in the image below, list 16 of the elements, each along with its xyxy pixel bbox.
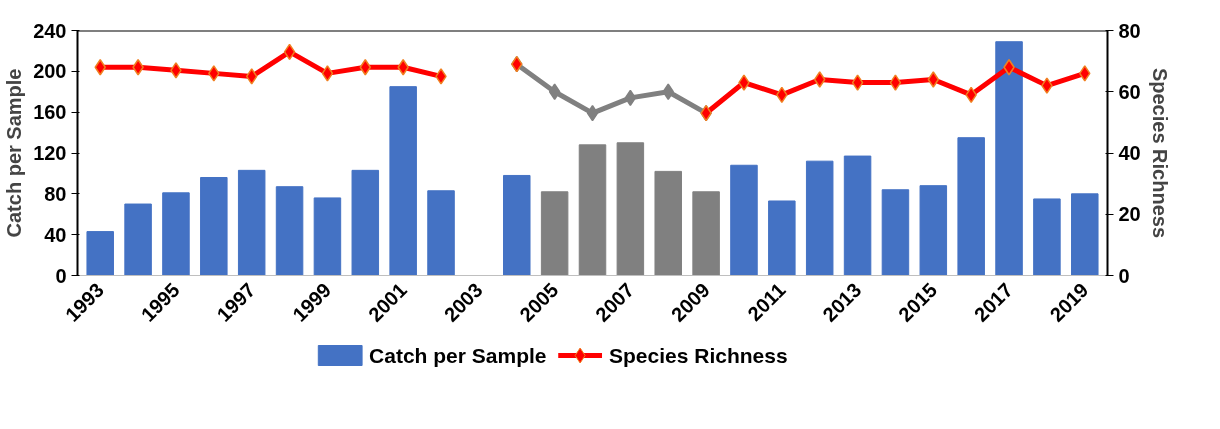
y-tick-label: 120 [33, 142, 67, 164]
y-tick-label: 40 [44, 223, 67, 246]
y2-tick-label: 80 [1118, 19, 1141, 42]
y2-axis-title: Species Richness [1148, 67, 1171, 239]
y-tick-label: 0 [55, 264, 67, 287]
y-tick-label: 240 [33, 19, 67, 42]
y2-tick-label: 60 [1118, 80, 1141, 103]
y-tick-label: 200 [33, 60, 67, 83]
y2-tick-label: 20 [1118, 203, 1141, 226]
y2-tick-label: 40 [1118, 142, 1141, 164]
y-tick-label: 160 [33, 101, 67, 124]
y-axis-title: Catch per Sample [3, 68, 26, 238]
legend-label: Species Richness [609, 344, 788, 367]
y-tick-label: 80 [44, 182, 67, 205]
legend-label: Catch per Sample [369, 344, 547, 367]
y2-tick-label: 0 [1118, 264, 1130, 287]
